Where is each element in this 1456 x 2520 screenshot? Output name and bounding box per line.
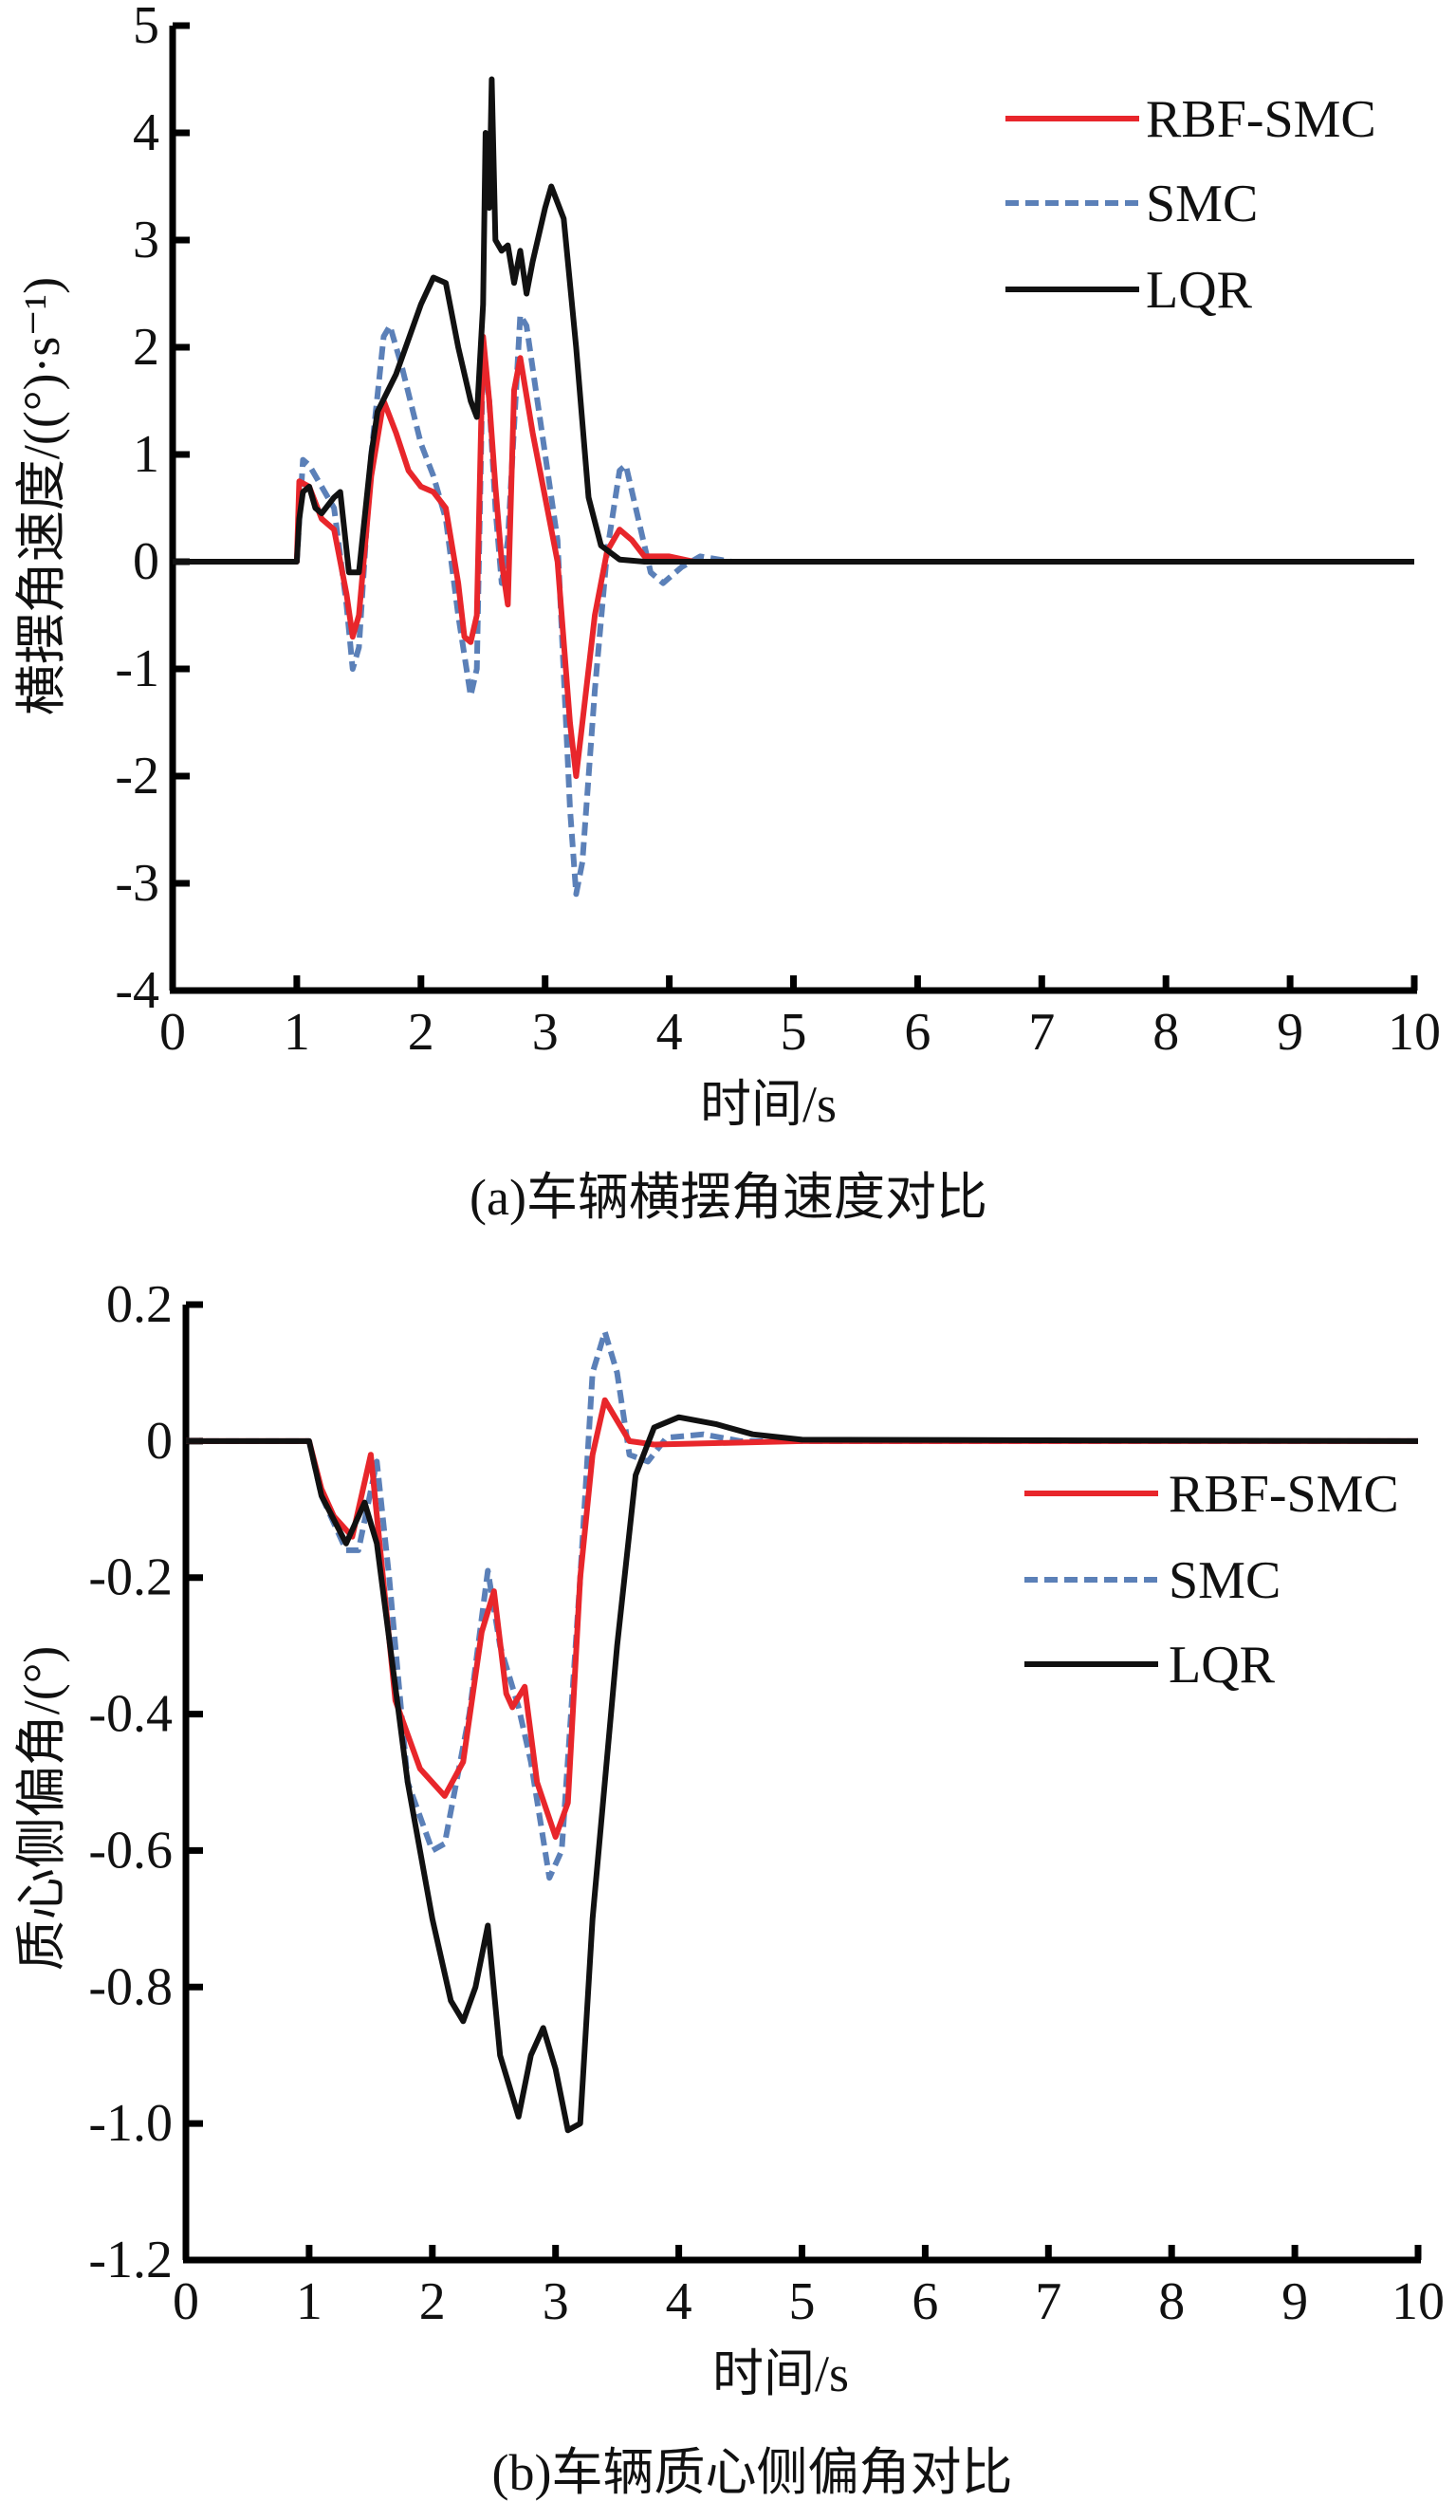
x-tick-label: 7 <box>1035 2272 1061 2331</box>
x-tick-label: 9 <box>1281 2272 1308 2331</box>
series-line-lqr <box>173 76 1414 576</box>
legend-label: SMC <box>1146 175 1258 233</box>
y-tick-label: 2 <box>133 318 159 377</box>
y-tick-label: 0 <box>146 1412 173 1471</box>
chart-caption: (a)车辆横摆角速度对比 <box>470 1169 987 1226</box>
y-tick-label: 5 <box>133 0 159 55</box>
y-tick-label: -2 <box>115 747 159 806</box>
y-tick-label: 0.2 <box>106 1275 173 1334</box>
chart-caption: (b)车辆质心侧偏角对比 <box>492 2444 1013 2501</box>
x-tick-label: 1 <box>296 2272 323 2331</box>
y-tick-label: -0.6 <box>88 1821 173 1880</box>
x-tick-label: 2 <box>419 2272 446 2331</box>
x-axis-label: 时间/s <box>712 2345 849 2402</box>
y-tick-label: 3 <box>133 211 159 269</box>
legend-label: LQR <box>1169 1636 1276 1695</box>
x-tick-label: 1 <box>284 1003 310 1062</box>
x-tick-label: 5 <box>789 2272 816 2331</box>
x-tick-label: 6 <box>904 1003 931 1062</box>
chart-sideslip-angle: 质心侧偏角/(°) 时间/s (b)车辆质心侧偏角对比 0 1 2 3 4 5 6 7 8 9 10… <box>13 1275 1445 2501</box>
y-axis-label: 横摆角速度/((°)·s⁻¹) <box>13 277 70 715</box>
y-tick-label: -1.0 <box>88 2094 173 2153</box>
y-tick-label: 4 <box>133 103 159 162</box>
x-tick-label: 7 <box>1028 1003 1055 1062</box>
chart-yaw-rate: 横摆角速度/((°)·s⁻¹) 时间/s (a)车辆横摆角速度对比 0 1 2 3 4 5… <box>13 0 1441 1226</box>
y-tick-label: -0.4 <box>88 1685 173 1744</box>
y-tick-label: -3 <box>115 854 159 913</box>
x-tick-label: 8 <box>1152 1003 1179 1062</box>
x-tick-label: 10 <box>1388 1003 1441 1062</box>
legend-label: RBF-SMC <box>1146 90 1376 149</box>
series-line-lqr <box>186 1414 1419 2134</box>
x-tick-label: 5 <box>781 1003 807 1062</box>
y-tick-label: -0.2 <box>88 1548 173 1607</box>
legend-label: RBF-SMC <box>1169 1465 1399 1524</box>
x-tick-label: 4 <box>666 2272 692 2331</box>
legend-label: LQR <box>1146 261 1253 320</box>
x-tick-label: 0 <box>173 2272 199 2331</box>
y-tick-label: -0.8 <box>88 1957 173 2016</box>
y-tick-label: 0 <box>133 532 159 591</box>
x-tick-label: 2 <box>408 1003 434 1062</box>
x-tick-label: 4 <box>656 1003 683 1062</box>
x-tick-label: 10 <box>1391 2272 1445 2331</box>
y-tick-label: -4 <box>115 961 159 1020</box>
x-tick-label: 9 <box>1277 1003 1303 1062</box>
y-tick-label: -1 <box>115 639 159 698</box>
x-tick-label: 0 <box>159 1003 186 1062</box>
x-axis-label: 时间/s <box>700 1076 837 1133</box>
x-tick-label: 3 <box>532 1003 559 1062</box>
y-axis-label: 质心侧偏角/(°) <box>13 1646 70 1972</box>
legend-label: SMC <box>1169 1551 1281 1610</box>
y-tick-label: -1.2 <box>88 2231 173 2289</box>
x-tick-label: 8 <box>1158 2272 1185 2331</box>
x-tick-label: 6 <box>912 2272 938 2331</box>
x-tick-label: 3 <box>543 2272 569 2331</box>
y-tick-label: 1 <box>133 425 159 484</box>
series-line-smc <box>186 1328 1418 1881</box>
